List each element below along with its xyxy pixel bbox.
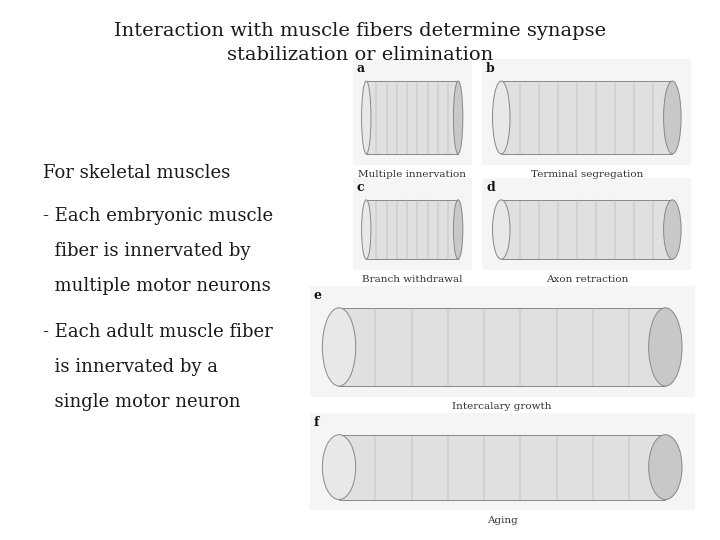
Text: multiple motor neurons: multiple motor neurons xyxy=(43,277,271,295)
Bar xyxy=(366,81,458,154)
Text: f: f xyxy=(313,416,318,429)
Text: Aging: Aging xyxy=(487,516,518,525)
Bar xyxy=(501,200,672,259)
Text: - Each embryonic muscle: - Each embryonic muscle xyxy=(43,207,274,225)
Bar xyxy=(310,413,695,510)
Ellipse shape xyxy=(492,81,510,154)
Text: c: c xyxy=(356,181,364,194)
Ellipse shape xyxy=(664,81,681,154)
Text: e: e xyxy=(313,289,321,302)
Text: a: a xyxy=(356,62,364,75)
Text: Interaction with muscle fibers determine synapse
stabilization or elimination: Interaction with muscle fibers determine… xyxy=(114,22,606,64)
Bar xyxy=(339,435,665,500)
Text: fiber is innervated by: fiber is innervated by xyxy=(43,242,251,260)
Bar xyxy=(482,178,691,270)
Text: d: d xyxy=(486,181,495,194)
Bar xyxy=(501,81,672,154)
Ellipse shape xyxy=(649,435,682,500)
Bar xyxy=(353,178,472,270)
Ellipse shape xyxy=(361,81,371,154)
Text: single motor neuron: single motor neuron xyxy=(43,393,240,411)
Ellipse shape xyxy=(664,200,681,259)
Text: - Each adult muscle fiber: - Each adult muscle fiber xyxy=(43,323,273,341)
Text: Axon retraction: Axon retraction xyxy=(546,275,628,285)
Bar xyxy=(366,200,458,259)
Text: Multiple innervation: Multiple innervation xyxy=(359,170,467,179)
Bar xyxy=(353,59,472,165)
Text: Terminal segregation: Terminal segregation xyxy=(531,170,643,179)
Bar xyxy=(339,308,665,386)
Ellipse shape xyxy=(492,200,510,259)
Text: Branch withdrawal: Branch withdrawal xyxy=(362,275,462,285)
Text: is innervated by a: is innervated by a xyxy=(43,358,218,376)
Text: b: b xyxy=(486,62,495,75)
Bar xyxy=(482,59,691,165)
Text: For skeletal muscles: For skeletal muscles xyxy=(43,164,230,182)
Ellipse shape xyxy=(454,81,463,154)
Ellipse shape xyxy=(323,435,356,500)
Bar xyxy=(310,286,695,397)
Text: Intercalary growth: Intercalary growth xyxy=(452,402,552,411)
Ellipse shape xyxy=(323,308,356,386)
Ellipse shape xyxy=(361,200,371,259)
Ellipse shape xyxy=(454,200,463,259)
Ellipse shape xyxy=(649,308,682,386)
